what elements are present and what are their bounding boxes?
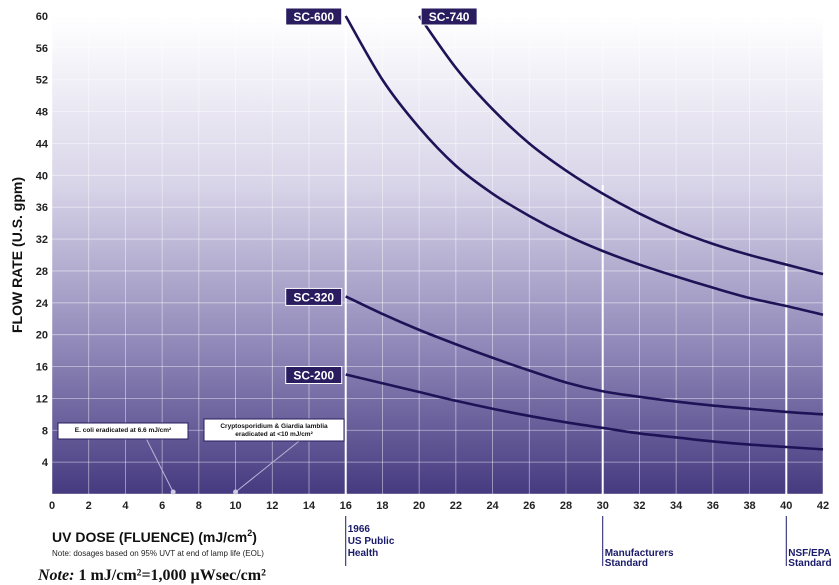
y-tick-label: 24 bbox=[36, 298, 49, 310]
x-tick-label: 2 bbox=[86, 500, 92, 512]
annotation-marker bbox=[170, 489, 176, 495]
y-tick-label: 28 bbox=[36, 266, 48, 278]
annotation-text: E. coli eradicated at 6.6 mJ/cm² bbox=[75, 427, 172, 434]
badge-sc-740 bbox=[420, 7, 478, 26]
y-tick-label: 4 bbox=[42, 457, 49, 469]
x-tick-labels: 0 2 4 6 8 10 12 14 16 18 20 22 24 26 28 30 32 34 36 38 40 42 bbox=[49, 500, 829, 512]
badge-label-sc-740: SC-740 bbox=[429, 10, 470, 24]
series-line-sc-320 bbox=[345, 295, 824, 416]
badge-label-sc-600: SC-600 bbox=[293, 10, 334, 24]
y-tick-label: 12 bbox=[36, 393, 48, 405]
x-tick-label: 34 bbox=[670, 500, 683, 512]
badge-sc-600 bbox=[285, 7, 343, 26]
x-tick-label: 40 bbox=[780, 500, 792, 512]
x-tick-label: 16 bbox=[340, 500, 352, 512]
standard-lines bbox=[344, 16, 788, 494]
y-tick-label: 52 bbox=[36, 75, 48, 87]
x-tick-label: 30 bbox=[597, 500, 609, 512]
unit-note: Note: 1 mJ/cm²=1,000 µWsec/cm² bbox=[37, 567, 266, 584]
standard-label: Health bbox=[348, 548, 379, 559]
standard-label: Standard bbox=[788, 558, 831, 569]
x-tick-label: 0 bbox=[49, 500, 55, 512]
x-axis-note: Note: dosages based on 95% UVT at end of… bbox=[52, 549, 264, 558]
standard-label: US Public bbox=[348, 536, 395, 547]
x-axis-label: UV DOSE (FLUENCE) (mJ/cm2) bbox=[52, 528, 257, 545]
series-line-sc-200 bbox=[345, 373, 824, 451]
y-tick-label: 20 bbox=[36, 330, 48, 342]
x-tick-label: 12 bbox=[266, 500, 278, 512]
series-curves bbox=[344, 15, 824, 451]
badge-sc-200 bbox=[285, 366, 343, 384]
annotation-marker bbox=[233, 489, 239, 495]
x-tick-label: 6 bbox=[159, 500, 165, 512]
x-tick-label: 38 bbox=[743, 500, 755, 512]
y-tick-label: 48 bbox=[36, 107, 48, 119]
standard-label: NSF/EPA bbox=[788, 548, 831, 559]
plot-background bbox=[52, 16, 823, 494]
annotations: E. coli eradicated at 6.6 mJ/cm² Cryptosp… bbox=[57, 418, 345, 495]
annotation-text: eradicated at <10 mJ/cm² bbox=[235, 431, 313, 438]
y-tick-label: 16 bbox=[36, 362, 48, 374]
standard-label: Standard bbox=[605, 558, 648, 569]
x-tick-label: 10 bbox=[229, 500, 241, 512]
x-tick-label: 20 bbox=[413, 500, 425, 512]
annotation-box bbox=[203, 418, 345, 442]
standard-label: 1966 bbox=[348, 524, 371, 535]
standard-label: Manufacturers bbox=[605, 548, 674, 559]
annotation-text: Cryptosporidium & Giardia lamblia bbox=[220, 423, 328, 430]
y-tick-label: 40 bbox=[36, 170, 48, 182]
badge-label-sc-320: SC-320 bbox=[293, 290, 334, 304]
series-badges: SC-740 SC-600 SC-320 SC-200 bbox=[285, 7, 478, 384]
x-tick-label: 36 bbox=[707, 500, 719, 512]
y-tick-label: 44 bbox=[36, 138, 49, 150]
grid-lines bbox=[51, 15, 824, 495]
x-tick-label: 28 bbox=[560, 500, 572, 512]
annotation-box bbox=[57, 422, 189, 440]
y-tick-label: 8 bbox=[42, 425, 48, 437]
x-tick-label: 14 bbox=[303, 500, 316, 512]
badge-label-sc-200: SC-200 bbox=[293, 369, 334, 383]
x-tick-label: 18 bbox=[376, 500, 388, 512]
y-tick-label: 32 bbox=[36, 234, 48, 246]
y-tick-label: 60 bbox=[36, 11, 48, 23]
x-tick-label: 22 bbox=[450, 500, 462, 512]
annotation-leader bbox=[235, 440, 300, 493]
x-tick-label: 42 bbox=[817, 500, 829, 512]
y-tick-label: 36 bbox=[36, 202, 48, 214]
x-tick-label: 26 bbox=[523, 500, 535, 512]
x-tick-label: 32 bbox=[633, 500, 645, 512]
series-line-sc-600 bbox=[344, 15, 824, 317]
badge-sc-320 bbox=[285, 287, 343, 306]
annotation-leader bbox=[145, 438, 174, 493]
series-line-sc-740 bbox=[418, 15, 824, 276]
y-tick-label: 56 bbox=[36, 43, 48, 55]
x-tick-label: 8 bbox=[196, 500, 202, 512]
x-tick-label: 24 bbox=[486, 500, 499, 512]
y-axis-label: FLOW RATE (U.S. gpm) bbox=[9, 177, 25, 333]
x-tick-label: 4 bbox=[122, 500, 129, 512]
